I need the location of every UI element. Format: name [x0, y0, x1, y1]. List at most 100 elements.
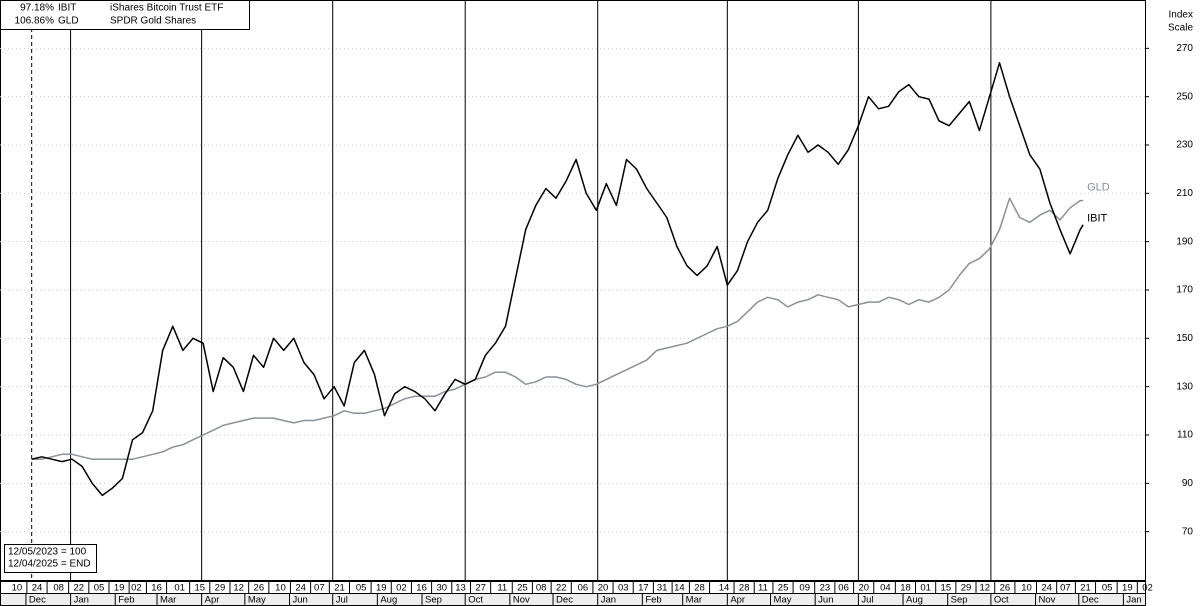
y-tick-label: 270: [1176, 43, 1193, 54]
x-tick-label: 19: [114, 583, 125, 594]
y-axis-title: Scale: [1168, 23, 1193, 34]
x-tick-label: 10: [1021, 583, 1032, 594]
x-tick-label: 12: [233, 583, 244, 594]
y-tick-label: 70: [1182, 526, 1194, 537]
y-tick-label: 230: [1176, 140, 1193, 151]
month-label: Feb: [118, 595, 134, 606]
x-tick-label: 19: [1122, 583, 1133, 594]
month-label: May: [774, 595, 792, 606]
x-tick-label: 11: [758, 583, 768, 594]
x-tick-label: 19: [376, 583, 387, 594]
x-tick-label: 24: [1041, 583, 1052, 594]
x-tick-label: 24: [295, 583, 306, 594]
x-tick-label: 02: [1142, 583, 1153, 594]
month-label: Sep: [951, 595, 968, 606]
y-tick-label: 250: [1176, 91, 1193, 102]
x-tick-label: 20: [598, 583, 609, 594]
legend-description: iShares Bitcoin Trust ETF: [110, 3, 223, 14]
note: 12/05/2023 = 100: [8, 547, 87, 558]
x-tick-label: 31: [657, 583, 668, 594]
x-tick-label: 05: [94, 583, 105, 594]
month-label: Feb: [645, 595, 661, 606]
x-tick-label: 25: [778, 583, 789, 594]
x-tick-label: 12: [979, 583, 990, 594]
x-tick-label: 02: [396, 583, 407, 594]
series-end-label: IBIT: [1087, 213, 1107, 225]
legend-change: 97.18%: [20, 3, 54, 14]
x-tick-label: 05: [356, 583, 367, 594]
x-tick-label: 24: [32, 583, 43, 594]
x-tick-label: 15: [941, 583, 952, 594]
x-tick-label: 08: [53, 583, 64, 594]
legend-symbol: GLD: [58, 16, 79, 27]
month-label: May: [248, 595, 266, 606]
x-tick-label: 04: [880, 583, 891, 594]
x-tick-label: 07: [314, 583, 325, 594]
month-label: Aug: [906, 595, 923, 606]
x-tick-label: 21: [334, 583, 345, 594]
x-tick-label: 25: [517, 583, 528, 594]
month-label: Sep: [425, 595, 442, 606]
month-label: Nov: [513, 595, 530, 606]
month-label: Mar: [686, 595, 702, 606]
x-tick-label: 06: [578, 583, 589, 594]
x-tick-label: 16: [416, 583, 427, 594]
x-tick-label: 29: [215, 583, 226, 594]
x-tick-label: 01: [920, 583, 931, 594]
month-label: Jun: [818, 595, 833, 606]
month-label: Dec: [29, 595, 46, 606]
legend-box: [0, 0, 250, 30]
x-tick-label: 05: [1102, 583, 1113, 594]
x-tick-label: 06: [838, 583, 849, 594]
y-tick-label: 170: [1176, 285, 1193, 296]
y-tick-label: 130: [1176, 381, 1193, 392]
month-label: Jan: [74, 595, 89, 606]
x-tick-label: 27: [475, 583, 486, 594]
legend-change: 106.86%: [15, 16, 55, 27]
month-label: Jan: [1126, 595, 1141, 606]
note: 12/04/2025 = END: [8, 559, 91, 570]
x-tick-label: 10: [275, 583, 286, 594]
x-tick-label: 21: [1080, 583, 1091, 594]
series-line: [31, 197, 1084, 460]
x-tick-label: 16: [151, 583, 162, 594]
x-tick-label: 18: [900, 583, 911, 594]
month-label: Jul: [861, 595, 873, 606]
x-tick-label: 30: [436, 583, 447, 594]
x-tick-label: 10: [12, 583, 23, 594]
legend-description: SPDR Gold Shares: [110, 16, 196, 27]
day-axis-row: [0, 581, 1146, 594]
x-tick-label: 17: [638, 583, 649, 594]
x-tick-label: 14: [674, 583, 685, 594]
month-label: Apr: [730, 595, 745, 606]
x-tick-label: 08: [536, 583, 547, 594]
x-tick-label: 23: [820, 583, 831, 594]
y-tick-label: 150: [1176, 333, 1193, 344]
note-box: [4, 544, 97, 573]
month-label: Aug: [380, 595, 397, 606]
series-end-label: GLD: [1087, 181, 1110, 193]
x-tick-label: 07: [1060, 583, 1071, 594]
x-tick-label: 02: [131, 583, 142, 594]
legend-symbol: IBIT: [58, 3, 76, 14]
month-label: Apr: [205, 595, 220, 606]
x-tick-label: 03: [618, 583, 629, 594]
y-axis-title: Index: [1169, 10, 1193, 21]
month-label: Jul: [336, 595, 348, 606]
y-tick-label: 190: [1176, 236, 1193, 247]
x-tick-label: 09: [799, 583, 810, 594]
month-label: Oct: [994, 595, 1009, 606]
x-tick-label: 26: [254, 583, 265, 594]
x-tick-label: 14: [719, 583, 730, 594]
y-tick-label: 210: [1176, 188, 1193, 199]
y-tick-label: 90: [1182, 478, 1194, 489]
series-line: [31, 62, 1084, 497]
month-label: Nov: [1039, 595, 1056, 606]
y-tick-label: 110: [1177, 430, 1193, 441]
x-tick-label: 28: [739, 583, 750, 594]
x-tick-label: 22: [74, 583, 85, 594]
x-tick-label: 28: [694, 583, 705, 594]
